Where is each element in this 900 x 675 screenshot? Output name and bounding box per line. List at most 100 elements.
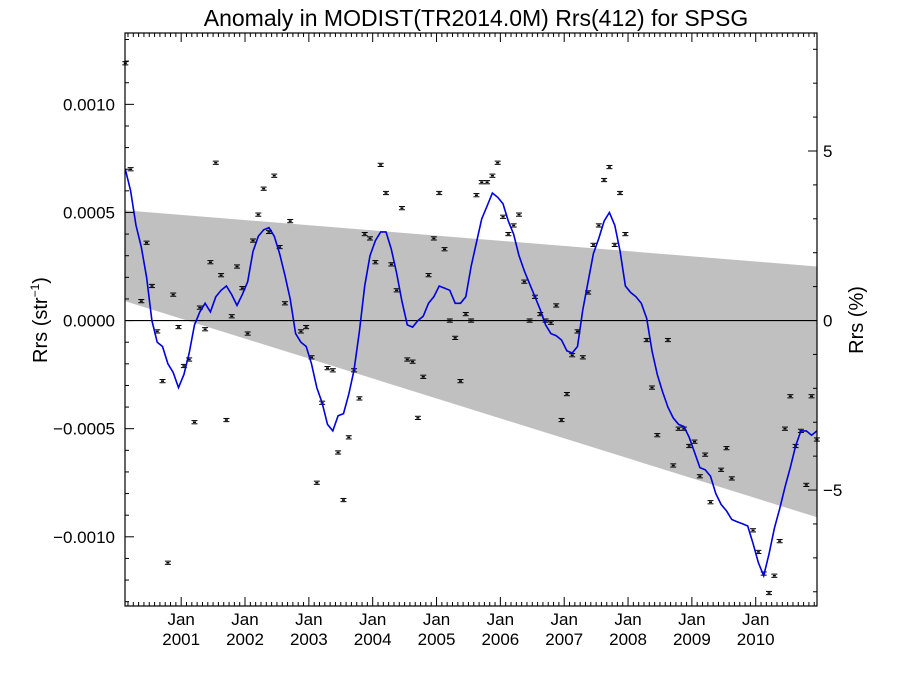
- x-tick-label-year: 2002: [226, 630, 264, 649]
- data-point-22: [244, 331, 251, 336]
- data-point-14: [202, 327, 209, 332]
- data-point-17: [218, 273, 225, 278]
- data-point-48: [388, 262, 395, 267]
- data-point-93: [643, 337, 650, 343]
- x-tick-label-month: Jan: [550, 610, 577, 629]
- x-tick-label-year: 2006: [481, 630, 519, 649]
- data-point-69: [500, 214, 507, 219]
- data-point-80: [558, 417, 565, 423]
- data-point-25: [260, 186, 267, 191]
- x-tick-label-year: 2010: [737, 630, 775, 649]
- data-point-98: [675, 426, 682, 431]
- data-point-18: [223, 417, 230, 423]
- data-point-2: [138, 299, 145, 304]
- data-point-92: [622, 231, 629, 237]
- x-tick-label-month: Jan: [167, 610, 194, 629]
- data-point-65: [478, 180, 485, 185]
- data-point-20: [234, 264, 241, 269]
- data-point-3: [143, 240, 150, 245]
- data-point-50: [398, 206, 405, 211]
- x-tick-label-year: 2007: [545, 630, 583, 649]
- y2-tick-label: 5: [823, 142, 832, 161]
- series-line-1: [124, 169, 818, 579]
- data-point-53: [414, 415, 421, 420]
- data-point-31: [297, 329, 304, 334]
- data-point-51: [404, 357, 411, 362]
- data-point-1: [127, 167, 134, 172]
- y-axis-title: Rrs (str−1): [28, 277, 52, 363]
- x-tick-label-month: Jan: [614, 610, 641, 629]
- data-point-96: [664, 337, 671, 343]
- data-point-103: [702, 452, 709, 457]
- data-point-74: [526, 318, 533, 323]
- data-point-34: [313, 480, 320, 485]
- data-point-64: [473, 193, 480, 198]
- data-point-44: [367, 236, 374, 241]
- data-point-102: [696, 474, 703, 479]
- data-point-105: [718, 467, 725, 472]
- data-point-81: [563, 391, 570, 397]
- x-tick-label-year: 2008: [609, 630, 647, 649]
- y-tick-label: −0.0005: [53, 420, 115, 439]
- trend-band: [125, 210, 817, 518]
- x-tick-label-month: Jan: [295, 610, 322, 629]
- data-point-42: [356, 396, 363, 401]
- x-tick-label-year: 2009: [673, 630, 711, 649]
- data-point-47: [382, 190, 389, 196]
- data-point-55: [425, 273, 432, 278]
- data-point-16: [212, 160, 219, 165]
- x-tick-label-year: 2004: [354, 630, 392, 649]
- data-point-7: [164, 560, 171, 565]
- data-point-72: [516, 212, 523, 217]
- data-point-36: [324, 366, 331, 371]
- data-point-37: [329, 368, 336, 373]
- y-axis-title-main: Rrs (str: [30, 297, 52, 363]
- data-point-78: [547, 320, 554, 325]
- x-tick-label-month: Jan: [678, 610, 705, 629]
- data-point-114: [781, 426, 788, 431]
- y2-tick-label: −5: [823, 481, 842, 500]
- data-point-4: [148, 283, 155, 289]
- data-point-9: [175, 324, 182, 330]
- data-point-62: [462, 311, 469, 317]
- y2-tick-label: 0: [823, 312, 832, 331]
- data-point-67: [489, 173, 496, 178]
- data-point-58: [441, 247, 448, 252]
- data-point-63: [468, 318, 475, 323]
- y-axis-title-close: ): [30, 277, 52, 284]
- data-point-46: [377, 162, 384, 167]
- y-tick-label: 0.0005: [63, 203, 115, 222]
- y-tick-label: −0.0010: [53, 528, 115, 547]
- data-point-8: [170, 292, 177, 297]
- data-point-73: [521, 279, 528, 284]
- data-point-19: [228, 314, 235, 319]
- data-point-107: [728, 476, 735, 481]
- y-tick-label: 0.0010: [63, 95, 115, 114]
- data-point-84: [579, 355, 586, 360]
- y-axis-title-sup: −1: [28, 283, 42, 297]
- data-point-94: [648, 385, 655, 390]
- data-point-27: [271, 173, 278, 178]
- data-point-57: [436, 190, 443, 196]
- data-point-59: [446, 318, 453, 323]
- data-point-40: [345, 435, 352, 440]
- x-tick-label-month: Jan: [423, 610, 450, 629]
- data-point-115: [787, 394, 794, 399]
- data-point-97: [670, 463, 677, 468]
- data-point-70: [505, 231, 512, 237]
- data-point-45: [372, 260, 379, 265]
- data-point-54: [420, 374, 427, 379]
- x-tick-label-month: Jan: [742, 610, 769, 629]
- data-point-15: [207, 260, 214, 265]
- data-point-43: [361, 231, 368, 237]
- data-point-68: [494, 160, 501, 165]
- data-point-95: [654, 433, 661, 438]
- y2-axis-title: Rrs (%): [846, 286, 868, 354]
- x-tick-label-month: Jan: [231, 610, 258, 629]
- data-point-119: [808, 394, 815, 399]
- data-point-60: [452, 335, 459, 340]
- x-tick-label-month: Jan: [487, 610, 514, 629]
- x-tick-label-year: 2001: [162, 630, 200, 649]
- data-point-111: [765, 590, 772, 596]
